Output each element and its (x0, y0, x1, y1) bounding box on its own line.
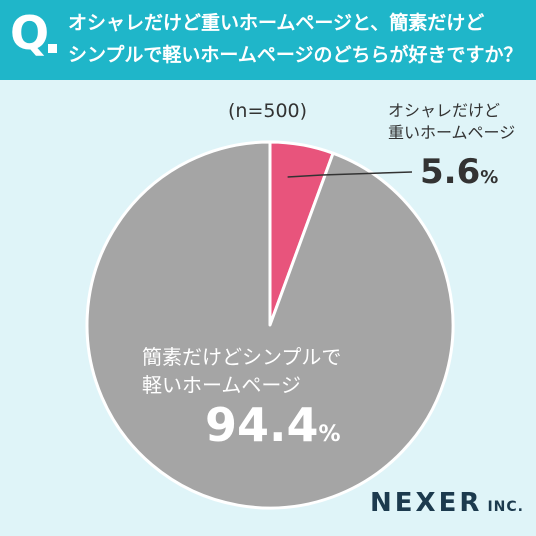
sample-size-label: (n=500) (228, 100, 308, 122)
q-dot (48, 44, 57, 53)
slice-light-value-unit: % (318, 422, 341, 447)
slice-heavy-value: 5.6% (420, 155, 498, 189)
slice-light-label-line-1: 簡素だけどシンプルで (142, 345, 342, 369)
slice-heavy-value-number: 5.6 (420, 152, 481, 192)
leader-line (287, 171, 413, 178)
slice-light-label-line-2: 軽いホームページ (142, 373, 301, 397)
slice-heavy-label-line-1: オシャレだけど (388, 101, 501, 120)
question-header: Q オシャレだけど重いホームページと、簡素だけど シンプルで軽いホームページのど… (0, 0, 536, 80)
slice-light-value: 94.4% (205, 402, 341, 448)
slice-light-value-number: 94.4 (205, 398, 319, 452)
slice-light (85, 140, 455, 510)
q-mark: Q (10, 6, 50, 60)
question-line-1: オシャレだけど重いホームページと、簡素だけど (68, 12, 485, 34)
question-line-2: シンプルで軽いホームページのどちらが好きですか？ (68, 44, 523, 66)
slice-heavy-value-unit: % (480, 167, 499, 188)
slice-heavy-label-line-2: 重いホームページ (388, 123, 516, 142)
brand-logo: NEXER INC. (370, 490, 524, 516)
brand-name: NEXER (370, 488, 483, 518)
brand-suffix: INC. (487, 499, 524, 515)
